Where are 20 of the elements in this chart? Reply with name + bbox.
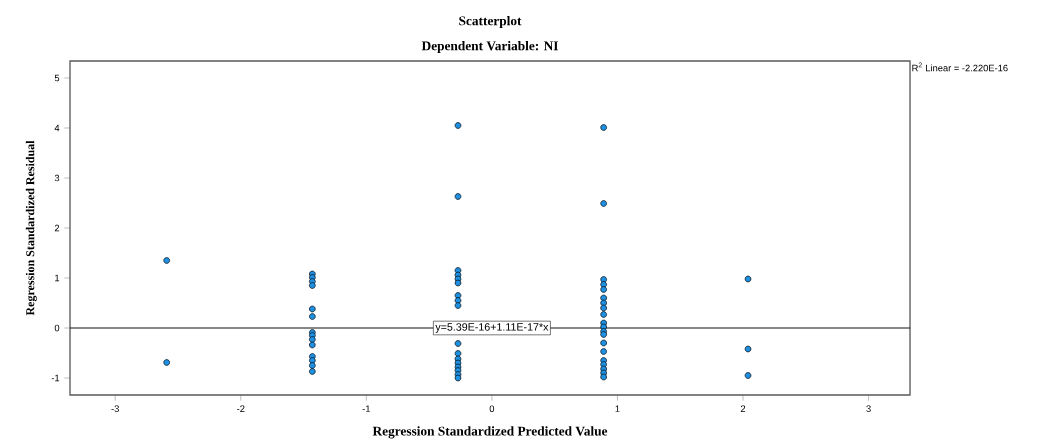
x-tick-label: 1 <box>615 405 620 412</box>
y-tick-label: 0 <box>54 324 60 332</box>
x-tick-label: 2 <box>740 405 746 412</box>
y-tick-label: 1 <box>55 274 60 282</box>
x-axis-title: Regression Standardized Predicted Value <box>372 426 608 439</box>
annotation: y=5.39E-16+1.11E-17*x <box>435 323 549 333</box>
x-tick-label: 3 <box>866 405 871 412</box>
y-tick-label: 2 <box>54 224 60 232</box>
y-tick-label: 5 <box>54 74 60 82</box>
y-tick-label: -1 <box>51 374 60 382</box>
x-tick-label: 0 <box>489 405 495 412</box>
x-tick-label: -1 <box>362 405 371 412</box>
text: R$^{2}$ Linear = -2.220E-16 <box>912 62 1008 72</box>
x-tick-label: -3 <box>111 405 119 412</box>
chart-subtitle: Dependent Variable: NI <box>421 40 559 54</box>
chart-title: Scatterplot <box>459 15 522 29</box>
y-axis-title: Regression Standardized Residual <box>25 140 37 316</box>
x-tick-label: -2 <box>237 405 245 412</box>
y-tick-label: 3 <box>54 174 60 182</box>
y-tick-label: 4 <box>54 124 60 132</box>
